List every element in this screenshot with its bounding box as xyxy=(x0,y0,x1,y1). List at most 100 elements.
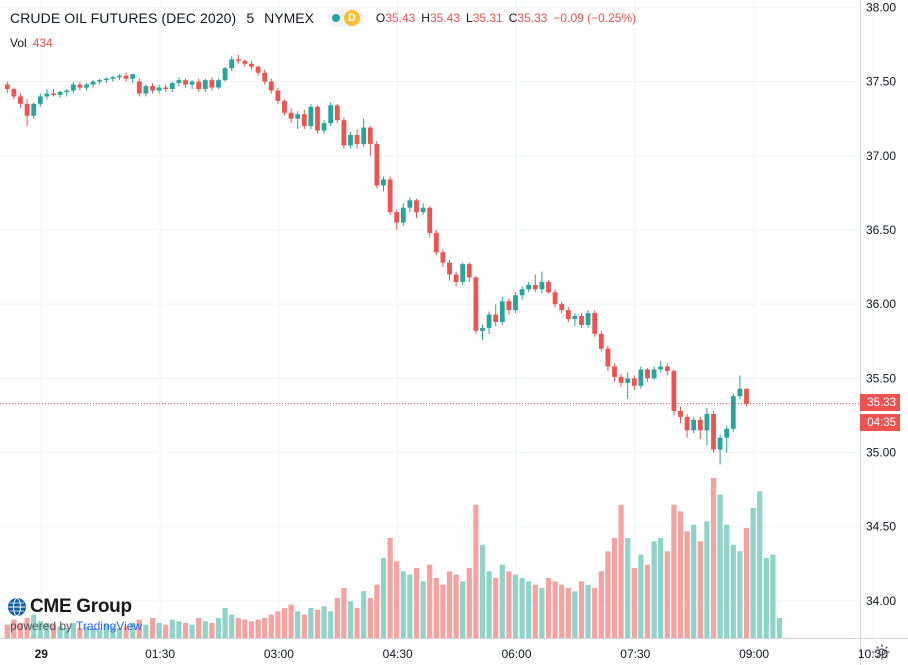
candle-body xyxy=(367,127,373,144)
volume-bar xyxy=(235,618,241,638)
volume-bar xyxy=(380,558,387,638)
candle-body xyxy=(150,86,155,91)
price-tick-label: 36.50 xyxy=(866,223,896,237)
volume-bar xyxy=(493,578,499,638)
volume-bar xyxy=(44,623,50,638)
candle-body xyxy=(341,120,347,146)
candle-body xyxy=(704,413,710,431)
legend-header: CRUDE OIL FUTURES (DEC 2020) 5 NYMEX D O… xyxy=(10,9,636,27)
candle-body xyxy=(103,78,109,81)
candle-body xyxy=(282,100,287,113)
volume-bar xyxy=(460,581,466,638)
candle-body xyxy=(77,84,83,88)
candle-body xyxy=(513,295,518,311)
candle-body xyxy=(691,419,697,431)
volume-bar xyxy=(407,574,413,638)
volume-bar xyxy=(664,551,670,638)
candle-body xyxy=(744,388,749,404)
interval-label[interactable]: 5 xyxy=(246,10,255,26)
candle-body xyxy=(618,376,624,383)
candle-body xyxy=(697,419,703,431)
candle-body xyxy=(11,89,17,97)
open-label: O xyxy=(375,11,386,25)
candle-body xyxy=(638,369,644,386)
volume-bar xyxy=(97,629,103,638)
candle-body xyxy=(625,378,631,383)
candle-body xyxy=(506,301,512,311)
candle-body xyxy=(381,179,386,186)
volume-bar xyxy=(440,584,446,638)
open-value: 35.43 xyxy=(385,11,416,25)
volume-bar xyxy=(77,628,83,638)
volume-label: Vol xyxy=(10,36,27,50)
candle-body xyxy=(559,304,565,311)
symbol-title[interactable]: CRUDE OIL FUTURES (DEC 2020) xyxy=(10,10,237,26)
volume-bar xyxy=(413,568,420,638)
volume-bar xyxy=(625,538,631,638)
volume-bar xyxy=(704,521,710,638)
exchange-label: NYMEX xyxy=(264,10,314,26)
tradingview-link[interactable]: TradingView xyxy=(76,619,143,633)
volume-bar xyxy=(341,588,347,638)
candle-body xyxy=(493,314,499,322)
candle-body xyxy=(645,369,650,379)
volume-bar xyxy=(255,619,261,638)
price-tick-label: 34.50 xyxy=(866,520,896,534)
volume-bar xyxy=(281,608,288,638)
candle-body xyxy=(202,80,208,90)
volume-bar xyxy=(433,578,439,638)
volume-bar xyxy=(334,598,340,638)
candle-body xyxy=(466,264,472,278)
volume-bar xyxy=(189,624,195,638)
volume-bar xyxy=(776,618,783,638)
volume-bar xyxy=(446,571,453,638)
volume-bar xyxy=(83,626,90,638)
candle-body xyxy=(130,74,136,79)
candle-body xyxy=(176,80,182,84)
volume-bar xyxy=(710,478,717,638)
cme-logo[interactable]: CME Group xyxy=(8,596,132,618)
price-tick-label: 35.00 xyxy=(866,446,896,460)
candle-body xyxy=(612,366,617,377)
volume-bar xyxy=(24,618,30,638)
candle-body xyxy=(579,316,584,325)
volume-bar xyxy=(17,623,24,638)
candle-body xyxy=(24,103,30,116)
powered-by: powered by TradingView xyxy=(10,619,142,633)
time-tick-label: 29 xyxy=(35,647,49,661)
volume-bar xyxy=(116,628,123,638)
candle-body xyxy=(242,60,248,64)
volume-bar xyxy=(466,568,472,638)
volume-bar xyxy=(677,511,684,638)
candle-body xyxy=(169,83,175,90)
gear-icon[interactable] xyxy=(874,644,890,665)
candle-body xyxy=(447,262,452,275)
candle-body xyxy=(110,77,116,79)
volume-bar xyxy=(354,608,360,638)
market-open-dot-icon xyxy=(331,14,340,22)
volume-bar xyxy=(724,524,730,638)
candle-body xyxy=(209,80,215,88)
volume-bar xyxy=(671,504,677,638)
market-status-badge[interactable]: D xyxy=(327,9,364,27)
price-tick-label: 37.00 xyxy=(866,149,896,163)
volume-bar xyxy=(506,571,512,638)
candle-body xyxy=(156,87,162,91)
volume-bar xyxy=(691,524,697,638)
volume-bar xyxy=(420,581,426,638)
candle-body xyxy=(70,84,76,91)
candle-body xyxy=(235,59,241,61)
time-tick-label: 06:00 xyxy=(501,647,531,661)
candle-body xyxy=(486,314,492,328)
price-axis[interactable]: 38.00 37.50 37.00 36.50 36.00 35.50 35.00 34.50… xyxy=(866,0,896,607)
high-value: 35.43 xyxy=(429,11,460,25)
volume-bar xyxy=(31,614,37,638)
volume-bar xyxy=(103,624,109,638)
delayed-data-badge[interactable]: D xyxy=(343,10,360,26)
volume-bar xyxy=(717,494,723,638)
volume-bar xyxy=(578,581,585,638)
time-axis[interactable]: 29 01:30 03:00 04:30 06:00 07:30 09:00 10:30 xyxy=(35,647,889,661)
volume-bar xyxy=(321,606,327,638)
